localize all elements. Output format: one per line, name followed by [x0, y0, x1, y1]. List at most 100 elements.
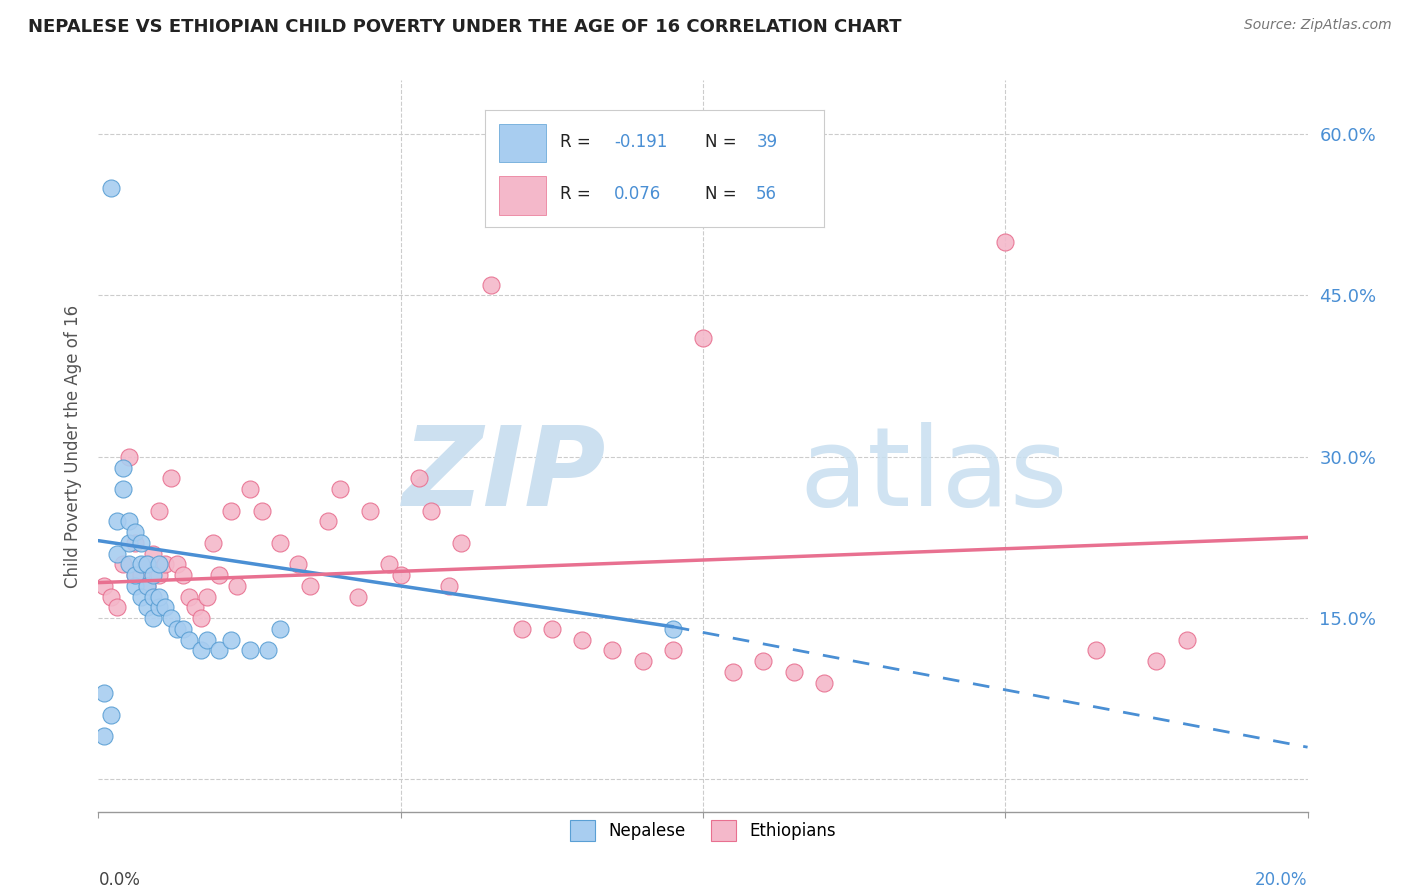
Point: [118, 558, 141, 572]
Point: [1085, 643, 1108, 657]
Text: 20.0%: 20.0%: [1256, 871, 1308, 889]
Point: [783, 665, 806, 679]
Point: [190, 611, 212, 625]
Point: [226, 579, 249, 593]
Point: [129, 568, 152, 582]
Point: [148, 503, 170, 517]
Point: [347, 590, 370, 604]
Point: [135, 558, 157, 572]
Point: [602, 643, 624, 657]
Point: [316, 514, 339, 528]
Point: [172, 568, 194, 582]
Point: [661, 622, 683, 636]
Point: [250, 503, 273, 517]
Point: [118, 514, 141, 528]
Point: [93, 686, 115, 700]
Point: [93, 730, 115, 744]
Point: [661, 643, 683, 657]
Point: [202, 536, 225, 550]
Point: [148, 568, 170, 582]
Point: [142, 568, 165, 582]
Point: [135, 579, 157, 593]
Point: [129, 590, 152, 604]
Point: [111, 558, 134, 572]
Point: [239, 482, 262, 496]
Point: [129, 558, 152, 572]
Point: [540, 622, 562, 636]
Point: [160, 611, 183, 625]
Point: [118, 450, 141, 464]
Point: [105, 547, 128, 561]
Point: [389, 568, 412, 582]
Point: [100, 590, 122, 604]
Point: [299, 579, 322, 593]
Point: [135, 558, 157, 572]
Point: [142, 611, 165, 625]
Point: [184, 600, 207, 615]
Point: [179, 590, 201, 604]
Point: [148, 558, 170, 572]
Point: [124, 568, 146, 582]
Point: [360, 503, 382, 517]
Point: [1175, 632, 1198, 647]
Point: [752, 654, 775, 668]
Point: [723, 665, 745, 679]
Point: [100, 181, 122, 195]
Point: [129, 536, 152, 550]
Point: [179, 632, 201, 647]
Point: [221, 632, 243, 647]
Point: [256, 643, 278, 657]
Point: [450, 536, 472, 550]
Point: [208, 643, 231, 657]
Point: [105, 514, 128, 528]
Text: Source: ZipAtlas.com: Source: ZipAtlas.com: [1244, 18, 1392, 32]
Point: [148, 590, 170, 604]
Point: [510, 622, 533, 636]
Point: [287, 558, 309, 572]
Point: [105, 600, 128, 615]
Point: [813, 675, 835, 690]
Point: [153, 558, 176, 572]
Point: [100, 707, 122, 722]
Point: [142, 547, 165, 561]
Point: [437, 579, 460, 593]
Point: [153, 600, 176, 615]
Point: [481, 277, 503, 292]
Legend: Nepalese, Ethiopians: Nepalese, Ethiopians: [564, 814, 842, 847]
Point: [166, 622, 188, 636]
Point: [124, 536, 146, 550]
Point: [208, 568, 231, 582]
Point: [195, 632, 218, 647]
Point: [994, 235, 1017, 249]
Point: [195, 590, 218, 604]
Point: [408, 471, 430, 485]
Point: [221, 503, 243, 517]
Point: [166, 558, 188, 572]
Text: atlas: atlas: [800, 422, 1069, 529]
Text: 0.0%: 0.0%: [98, 871, 141, 889]
Point: [124, 568, 146, 582]
Point: [571, 632, 593, 647]
Point: [269, 536, 291, 550]
Point: [160, 471, 183, 485]
Point: [1144, 654, 1167, 668]
Point: [420, 503, 443, 517]
Point: [269, 622, 291, 636]
Text: ZIP: ZIP: [402, 422, 606, 529]
Point: [135, 579, 157, 593]
Point: [377, 558, 399, 572]
Point: [111, 460, 134, 475]
Point: [329, 482, 352, 496]
Point: [111, 482, 134, 496]
Point: [93, 579, 115, 593]
Point: [124, 579, 146, 593]
Point: [135, 600, 157, 615]
Point: [118, 536, 141, 550]
Text: NEPALESE VS ETHIOPIAN CHILD POVERTY UNDER THE AGE OF 16 CORRELATION CHART: NEPALESE VS ETHIOPIAN CHILD POVERTY UNDE…: [28, 18, 901, 36]
Point: [124, 524, 146, 539]
Point: [142, 590, 165, 604]
Point: [172, 622, 194, 636]
Point: [190, 643, 212, 657]
Point: [148, 600, 170, 615]
Point: [692, 331, 714, 345]
